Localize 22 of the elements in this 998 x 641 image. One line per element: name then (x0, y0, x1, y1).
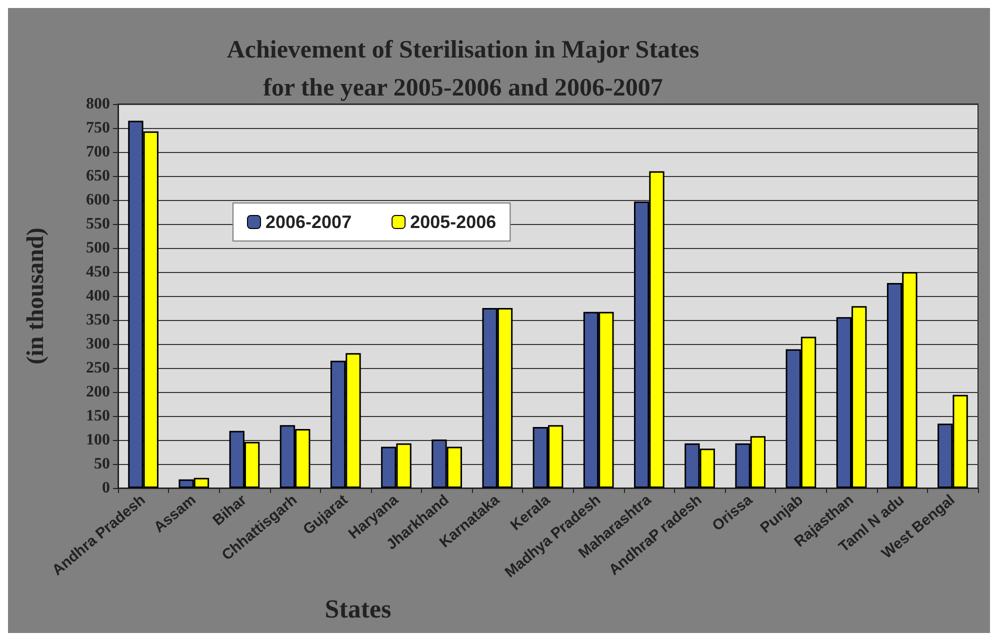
x-axis-title: States (324, 594, 392, 624)
y-tick-label: 200 (86, 384, 110, 400)
y-tick-label: 700 (86, 144, 110, 160)
y-tick-label: 100 (86, 432, 110, 448)
y-tick-label: 300 (86, 336, 110, 352)
y-tick-label: 550 (86, 216, 110, 232)
y-tick-label: 500 (86, 240, 110, 256)
chart-title: Achievement of Sterilisation in Major States for the year 2005-2006 and 2006-2007 (226, 36, 700, 102)
y-tick-label: 150 (86, 408, 110, 424)
y-tick-label: 750 (86, 120, 110, 136)
y-tick-label: 400 (86, 288, 110, 304)
y-tick-label: 250 (86, 360, 110, 376)
y-tick-label: 600 (86, 192, 110, 208)
y-tick-label: 350 (86, 312, 110, 328)
y-axis-title: (in thousand) (23, 228, 49, 364)
y-tick-label: 650 (86, 168, 110, 184)
y-tick-label: 450 (86, 264, 110, 280)
y-tick-label: 800 (86, 96, 110, 112)
y-tick-label: 50 (94, 456, 110, 472)
legend-label: 2005-2006 (410, 212, 496, 232)
y-tick-label: 0 (102, 480, 110, 496)
legend-label: 2006-2007 (266, 212, 352, 232)
